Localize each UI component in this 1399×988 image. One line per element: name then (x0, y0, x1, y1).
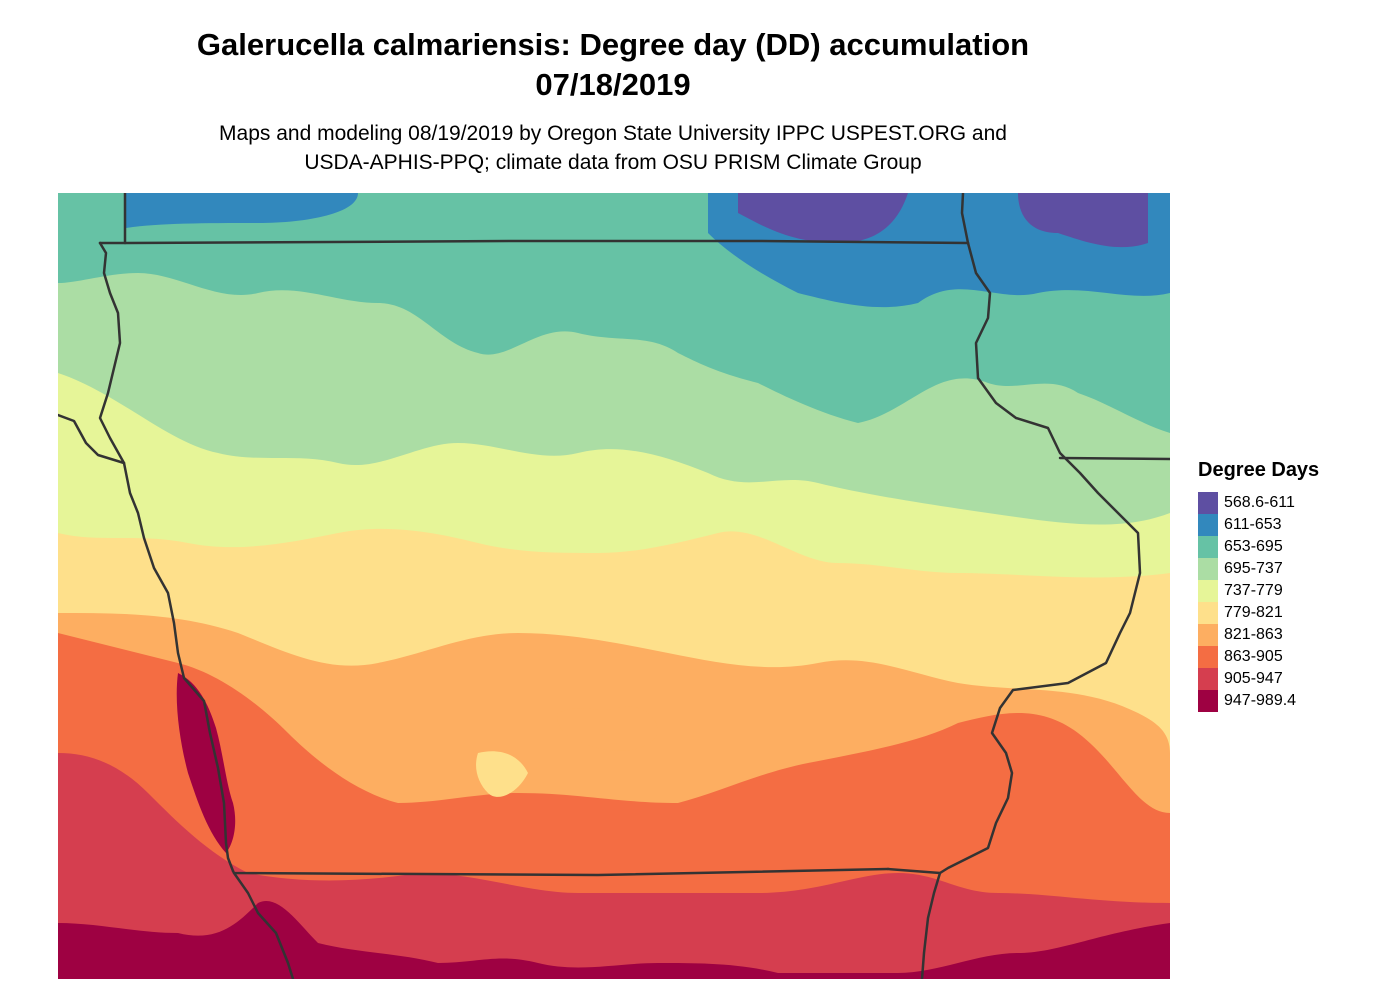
degree-day-band (738, 193, 908, 243)
legend-label: 695-737 (1224, 560, 1283, 577)
legend-label: 568.6-611 (1224, 494, 1295, 511)
legend-swatch (1198, 558, 1218, 580)
legend-swatch (1198, 514, 1218, 536)
legend-swatch (1198, 536, 1218, 558)
legend-swatch (1198, 624, 1218, 646)
degree-day-band (58, 901, 1170, 979)
legend-label: 863-905 (1224, 648, 1283, 665)
legend-item: 779-821 (1198, 602, 1388, 624)
wisconsin-illinois-border (1058, 456, 1170, 461)
degree-day-band (476, 751, 528, 797)
legend-title: Degree Days (1198, 459, 1320, 481)
map-date: 07/18/2019 (535, 67, 691, 102)
degree-day-raster (58, 193, 1170, 979)
legend-item: 947-989.4 (1198, 690, 1388, 712)
legend-swatch (1198, 668, 1218, 690)
missouri-river (232, 871, 295, 979)
degree-day-band (557, 706, 658, 751)
minnesota-border (123, 193, 970, 245)
legend-item: 653-695 (1198, 536, 1388, 558)
legend-label: 821-863 (1224, 626, 1283, 643)
degree-days-legend: Degree Days 568.6-611 611-653 653-695 695-7… (1198, 458, 1388, 712)
legend-item: 905-947 (1198, 668, 1388, 690)
degree-day-bands (58, 193, 1170, 979)
state-boundaries (58, 193, 1170, 979)
legend-item: 611-653 (1198, 514, 1388, 536)
iowa-east-border (886, 241, 1142, 875)
legend-swatch (1198, 580, 1218, 602)
legend-swatch (1198, 646, 1218, 668)
legend-item: 737-779 (1198, 580, 1388, 602)
legend-item: 821-863 (1198, 624, 1388, 646)
map-title: Galerucella calmariensis: Degree day (DD… (196, 27, 1030, 62)
degree-day-band (176, 673, 236, 853)
iowa-west-border (98, 241, 235, 873)
wisconsin-minnesota-border (960, 193, 970, 245)
degree-day-band (58, 753, 1170, 979)
map-credit-line-2: USDA-APHIS-PPQ; climate data from OSU PR… (304, 151, 922, 174)
degree-day-band (126, 193, 358, 228)
legend-item: 568.6-611 (1198, 492, 1388, 514)
legend-swatch (1198, 690, 1218, 712)
legend-label: 905-947 (1224, 670, 1283, 687)
legend-label: 779-821 (1224, 604, 1283, 621)
legend-item: 695-737 (1198, 558, 1388, 580)
mississippi-river-south (920, 871, 942, 979)
legend-label: 947-989.4 (1224, 692, 1297, 709)
map-credit-line-1: Maps and modeling 08/19/2019 by Oregon S… (219, 122, 1007, 145)
legend-label: 737-779 (1224, 582, 1283, 599)
legend-swatch (1198, 602, 1218, 624)
nebraska-south-dakota-border (58, 413, 126, 465)
legend-swatch (1198, 492, 1218, 514)
legend-label: 611-653 (1224, 516, 1282, 533)
degree-day-map (58, 193, 1170, 979)
legend-label: 653-695 (1224, 538, 1283, 555)
degree-day-band (1018, 193, 1148, 248)
legend-item: 863-905 (1198, 646, 1388, 668)
legend-items: 568.6-611 611-653 653-695 695-737 737-779 779… (1198, 492, 1388, 712)
